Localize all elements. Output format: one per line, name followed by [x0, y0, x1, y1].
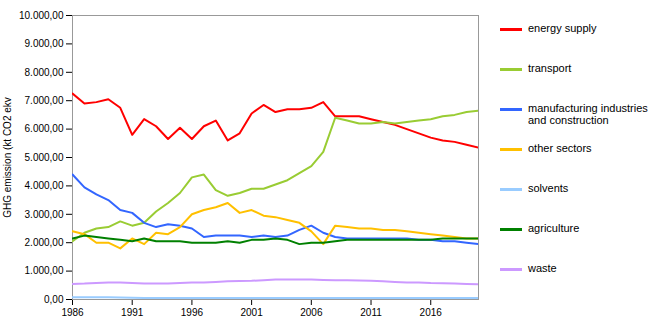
svg-text:5.000,00: 5.000,00 [25, 152, 64, 163]
svg-text:2016: 2016 [420, 307, 443, 318]
svg-text:8.000,00: 8.000,00 [25, 67, 64, 78]
svg-text:2001: 2001 [240, 307, 263, 318]
html-text:manufacturing industries and c: manufacturing industries and constructio… [528, 102, 648, 126]
svg-text:2006: 2006 [300, 307, 323, 318]
html-text:agriculture: agriculture [528, 222, 580, 234]
svg-text:10.000,00: 10.000,00 [19, 10, 64, 21]
svg-text:1996: 1996 [181, 307, 204, 318]
html-text:energy supply: energy supply [528, 22, 597, 34]
svg-text:7.000,00: 7.000,00 [25, 95, 64, 106]
html-text:solvents: solvents [528, 182, 569, 194]
svg-text:2.000,00: 2.000,00 [25, 237, 64, 248]
svg-text:6.000,00: 6.000,00 [25, 123, 64, 134]
svg-text:3.000,00: 3.000,00 [25, 209, 64, 220]
svg-text:1986: 1986 [61, 307, 84, 318]
svg-text:GHG emission (kt CO2 ekv: GHG emission (kt CO2 ekv [2, 97, 13, 218]
svg-text:4.000,00: 4.000,00 [25, 180, 64, 191]
svg-text:9.000,00: 9.000,00 [25, 38, 64, 49]
svg-text:1991: 1991 [121, 307, 144, 318]
svg-text:1.000,00: 1.000,00 [25, 265, 64, 276]
html-text:waste: waste [528, 262, 557, 274]
svg-text:0,00: 0,00 [44, 294, 64, 305]
html-text:other sectors: other sectors [528, 142, 592, 154]
html-text:transport: transport [528, 62, 572, 74]
svg-text:2011: 2011 [360, 307, 382, 318]
